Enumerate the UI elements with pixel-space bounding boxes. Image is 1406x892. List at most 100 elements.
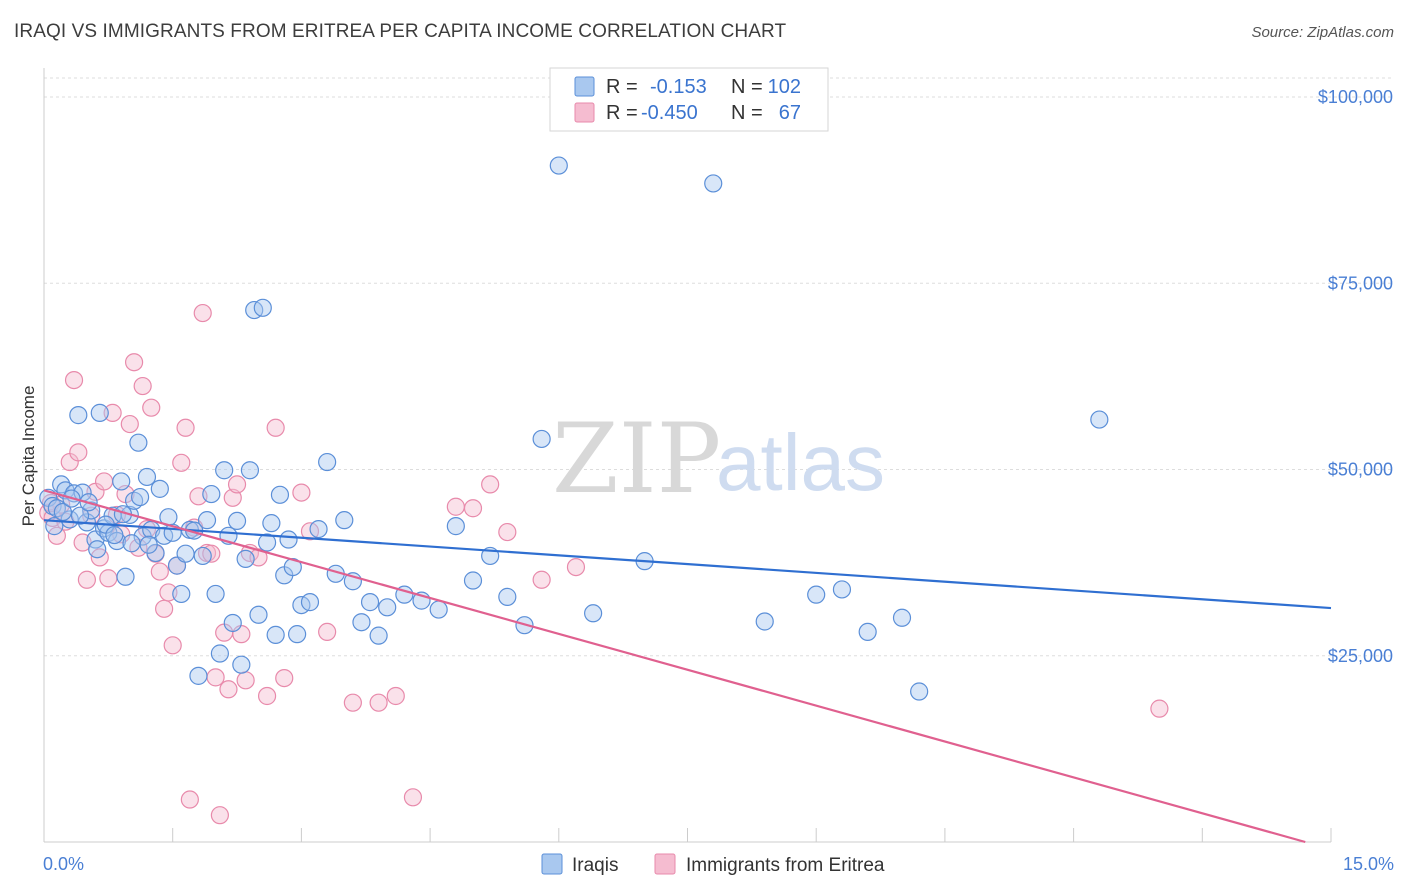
point-eritrea — [369, 693, 388, 712]
point-iraqis — [704, 174, 723, 193]
point-iraqis — [584, 604, 603, 623]
point-eritrea — [99, 569, 118, 588]
point-eritrea — [1150, 699, 1169, 718]
legend-r-label-2: R = — [606, 102, 638, 124]
point-iraqis — [130, 487, 150, 507]
point-iraqis — [369, 626, 388, 645]
point-iraqis — [429, 600, 448, 619]
point-iraqis — [309, 519, 328, 539]
point-iraqis — [105, 525, 124, 545]
point-iraqis — [172, 584, 191, 604]
point-eritrea — [172, 453, 191, 472]
point-iraqis — [335, 511, 354, 530]
point-eritrea — [150, 562, 169, 581]
watermark-zip: ZIP — [552, 403, 721, 515]
point-eritrea — [498, 522, 517, 542]
point-iraqis — [206, 584, 225, 604]
point-eritrea — [481, 475, 500, 494]
point-iraqis — [807, 585, 826, 604]
point-iraqis — [262, 514, 281, 533]
y-tick-labels: $25,000 $50,000 $75,000 $100,000 — [1318, 87, 1393, 666]
bottom-legend-label-eritrea: Immigrants from Eritrea — [686, 855, 885, 876]
x-axis-ticks — [43, 828, 1332, 842]
point-eritrea — [193, 303, 212, 323]
point-iraqis — [532, 429, 551, 449]
point-iraqis — [300, 593, 320, 612]
point-eritrea — [120, 414, 139, 434]
point-iraqis — [378, 598, 397, 617]
y-tick-label: $25,000 — [1328, 646, 1393, 666]
trend-line-iraqis — [43, 519, 1332, 610]
point-iraqis — [90, 403, 109, 422]
correlation-legend: R = -0.153 N = 102 R = -0.450 N = 67 — [549, 67, 829, 132]
bottom-legend-swatch-eritrea — [654, 853, 676, 875]
point-iraqis — [1090, 410, 1109, 429]
point-iraqis — [832, 580, 852, 599]
y-axis-label: Per Capita Income — [19, 386, 38, 527]
point-iraqis — [270, 485, 290, 504]
point-iraqis — [498, 587, 517, 606]
point-iraqis — [193, 546, 212, 566]
bottom-legend-label-iraqis: Iraqis — [572, 855, 618, 876]
point-iraqis — [858, 622, 877, 642]
series-iraqis-points — [39, 156, 1109, 701]
x-tick-label-min: 0.0% — [43, 854, 84, 874]
point-iraqis — [137, 467, 157, 487]
legend-n-label-2: N = — [731, 102, 763, 124]
point-eritrea — [403, 788, 423, 807]
point-iraqis — [249, 605, 268, 624]
legend-n-value-1: 102 — [768, 76, 801, 98]
point-eritrea — [266, 418, 285, 437]
legend-box — [549, 67, 829, 132]
point-iraqis — [446, 517, 465, 536]
watermark-atlas: atlas — [716, 418, 885, 507]
watermark: ZIP atlas — [552, 403, 885, 515]
point-iraqis — [549, 156, 568, 175]
point-iraqis — [139, 535, 158, 554]
point-iraqis — [463, 571, 483, 590]
point-iraqis — [266, 625, 285, 644]
y-tick-label: $50,000 — [1328, 460, 1393, 480]
point-iraqis — [227, 511, 247, 531]
point-iraqis — [318, 452, 337, 472]
point-eritrea — [124, 353, 144, 372]
point-iraqis — [60, 510, 79, 529]
source-credit: Source: ZipAtlas.com — [1251, 24, 1394, 41]
point-eritrea — [236, 671, 255, 690]
legend-r-value-2: -0.450 — [641, 102, 698, 124]
point-eritrea — [64, 371, 84, 390]
point-iraqis — [176, 544, 195, 563]
x-tick-label-max: 15.0% — [1343, 854, 1394, 874]
point-iraqis — [122, 534, 141, 553]
point-eritrea — [133, 376, 152, 396]
point-iraqis — [240, 461, 260, 480]
legend-n-value-2: 67 — [779, 102, 801, 124]
point-iraqis — [129, 433, 148, 452]
point-eritrea — [318, 622, 337, 642]
point-iraqis — [910, 682, 929, 701]
point-iraqis — [88, 540, 107, 559]
point-iraqis — [70, 506, 90, 525]
point-iraqis — [288, 625, 307, 644]
point-iraqis — [236, 549, 255, 569]
point-eritrea — [180, 790, 199, 809]
chart-title: IRAQI VS IMMIGRANTS FROM ERITREA PER CAP… — [14, 21, 787, 42]
point-iraqis — [223, 613, 242, 633]
point-eritrea — [223, 488, 242, 507]
point-eritrea — [163, 636, 182, 655]
point-iraqis — [253, 298, 272, 317]
series-eritrea-points — [39, 303, 1169, 825]
point-iraqis — [232, 655, 251, 674]
point-eritrea — [94, 472, 114, 491]
point-iraqis — [189, 666, 208, 685]
point-iraqis — [360, 593, 380, 612]
point-iraqis — [112, 472, 131, 491]
point-eritrea — [446, 497, 465, 516]
legend-r-value-1: -0.153 — [650, 76, 707, 98]
point-eritrea — [206, 668, 225, 687]
point-eritrea — [155, 599, 174, 618]
point-iraqis — [210, 644, 229, 663]
point-iraqis — [202, 484, 221, 504]
point-eritrea — [210, 806, 229, 825]
